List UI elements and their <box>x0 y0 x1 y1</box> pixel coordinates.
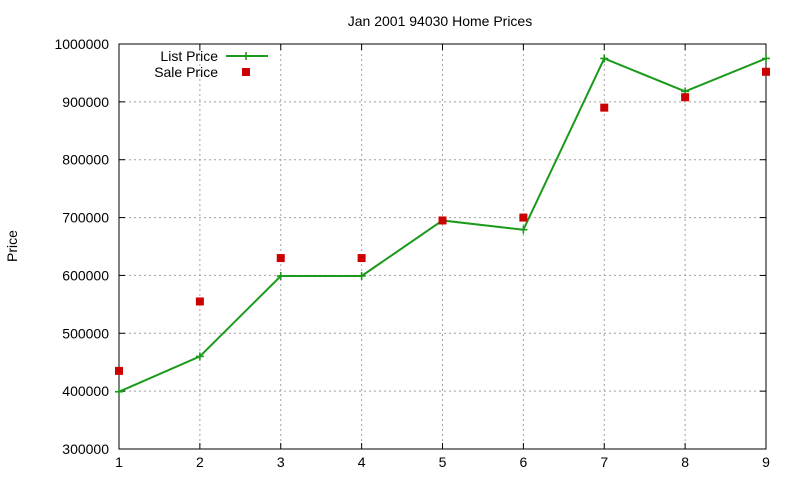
data-point <box>357 254 366 263</box>
axes: 1 2 3 4 5 6 7 8 9 300000 400000 500000 600000 700000 8… <box>54 36 770 470</box>
grid <box>119 44 766 449</box>
x-tick-label: 2 <box>196 454 204 470</box>
legend-label: List Price <box>160 48 218 64</box>
y-tick-label: 1000000 <box>54 36 109 52</box>
data-point <box>195 352 204 361</box>
data-point <box>276 254 285 263</box>
data-point <box>762 54 770 63</box>
series-sale-price <box>115 67 770 375</box>
x-tick-label: 8 <box>681 454 689 470</box>
y-tick-label: 300000 <box>62 441 109 457</box>
x-tick-label: 5 <box>439 454 447 470</box>
x-tick-label: 1 <box>115 454 123 470</box>
y-tick-label: 400000 <box>62 383 109 399</box>
legend-marker <box>242 68 250 76</box>
y-axis-label: Price <box>4 230 20 262</box>
data-point <box>681 93 690 102</box>
data-point <box>438 216 447 225</box>
data-point <box>357 272 366 281</box>
x-tick-label: 4 <box>358 454 366 470</box>
series-area <box>115 54 770 396</box>
data-point <box>115 366 123 375</box>
data-point <box>519 225 528 234</box>
data-point <box>195 297 204 306</box>
y-tick-label: 500000 <box>62 325 109 341</box>
data-point <box>600 103 609 112</box>
y-tick-label: 700000 <box>62 210 109 226</box>
legend-item: List Price <box>160 48 268 64</box>
y-tick-label: 900000 <box>62 94 109 110</box>
data-point <box>600 54 609 63</box>
legend-item: Sale Price <box>154 64 250 80</box>
data-point <box>519 213 528 222</box>
legend-marker <box>242 52 250 60</box>
x-tick-label: 7 <box>600 454 608 470</box>
y-tick-label: 800000 <box>62 152 109 168</box>
data-point <box>276 272 285 281</box>
x-tick-label: 6 <box>519 454 527 470</box>
data-point <box>115 387 123 396</box>
x-tick-label: 3 <box>277 454 285 470</box>
chart-title: Jan 2001 94030 Home Prices <box>348 13 532 29</box>
legend-label: Sale Price <box>154 64 218 80</box>
data-point <box>762 67 770 76</box>
y-tick-label: 600000 <box>62 267 109 283</box>
x-tick-label: 9 <box>762 454 770 470</box>
